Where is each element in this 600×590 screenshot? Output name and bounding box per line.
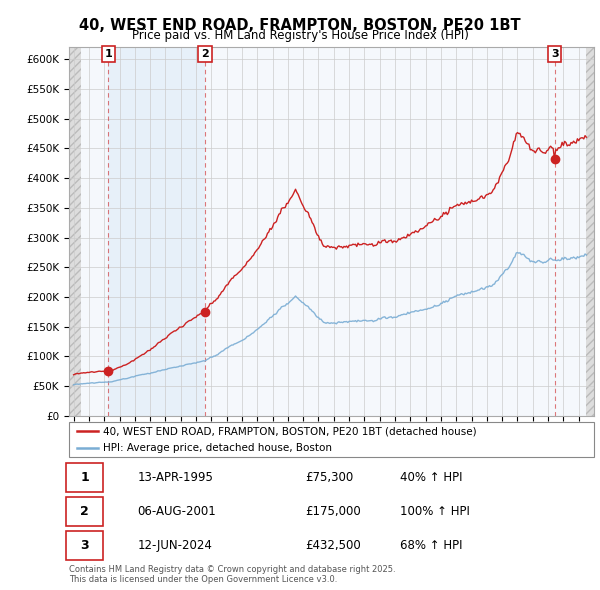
Text: HPI: Average price, detached house, Boston: HPI: Average price, detached house, Bost… <box>103 442 332 453</box>
Text: 12-JUN-2024: 12-JUN-2024 <box>137 539 212 552</box>
Text: £175,000: £175,000 <box>305 505 361 518</box>
Bar <box>109 47 205 416</box>
Text: Contains HM Land Registry data © Crown copyright and database right 2025.
This d: Contains HM Land Registry data © Crown c… <box>69 565 395 584</box>
Text: 1: 1 <box>80 471 89 484</box>
Text: 3: 3 <box>551 49 559 59</box>
Text: 40% ↑ HPI: 40% ↑ HPI <box>400 471 462 484</box>
Bar <box>586 47 594 416</box>
Bar <box>69 47 81 416</box>
Text: 13-APR-1995: 13-APR-1995 <box>137 471 213 484</box>
Text: 2: 2 <box>201 49 209 59</box>
Text: Price paid vs. HM Land Registry's House Price Index (HPI): Price paid vs. HM Land Registry's House … <box>131 30 469 42</box>
Text: £75,300: £75,300 <box>305 471 353 484</box>
Bar <box>81 47 109 416</box>
FancyBboxPatch shape <box>67 497 103 526</box>
FancyBboxPatch shape <box>67 531 103 560</box>
Text: 3: 3 <box>80 539 89 552</box>
Text: 06-AUG-2001: 06-AUG-2001 <box>137 505 216 518</box>
Text: 1: 1 <box>104 49 112 59</box>
Text: 68% ↑ HPI: 68% ↑ HPI <box>400 539 462 552</box>
FancyBboxPatch shape <box>67 463 103 492</box>
Text: 40, WEST END ROAD, FRAMPTON, BOSTON, PE20 1BT (detached house): 40, WEST END ROAD, FRAMPTON, BOSTON, PE2… <box>103 427 477 437</box>
Bar <box>205 47 586 416</box>
Text: £432,500: £432,500 <box>305 539 361 552</box>
Text: 100% ↑ HPI: 100% ↑ HPI <box>400 505 470 518</box>
Text: 2: 2 <box>80 505 89 518</box>
Text: 40, WEST END ROAD, FRAMPTON, BOSTON, PE20 1BT: 40, WEST END ROAD, FRAMPTON, BOSTON, PE2… <box>79 18 521 32</box>
